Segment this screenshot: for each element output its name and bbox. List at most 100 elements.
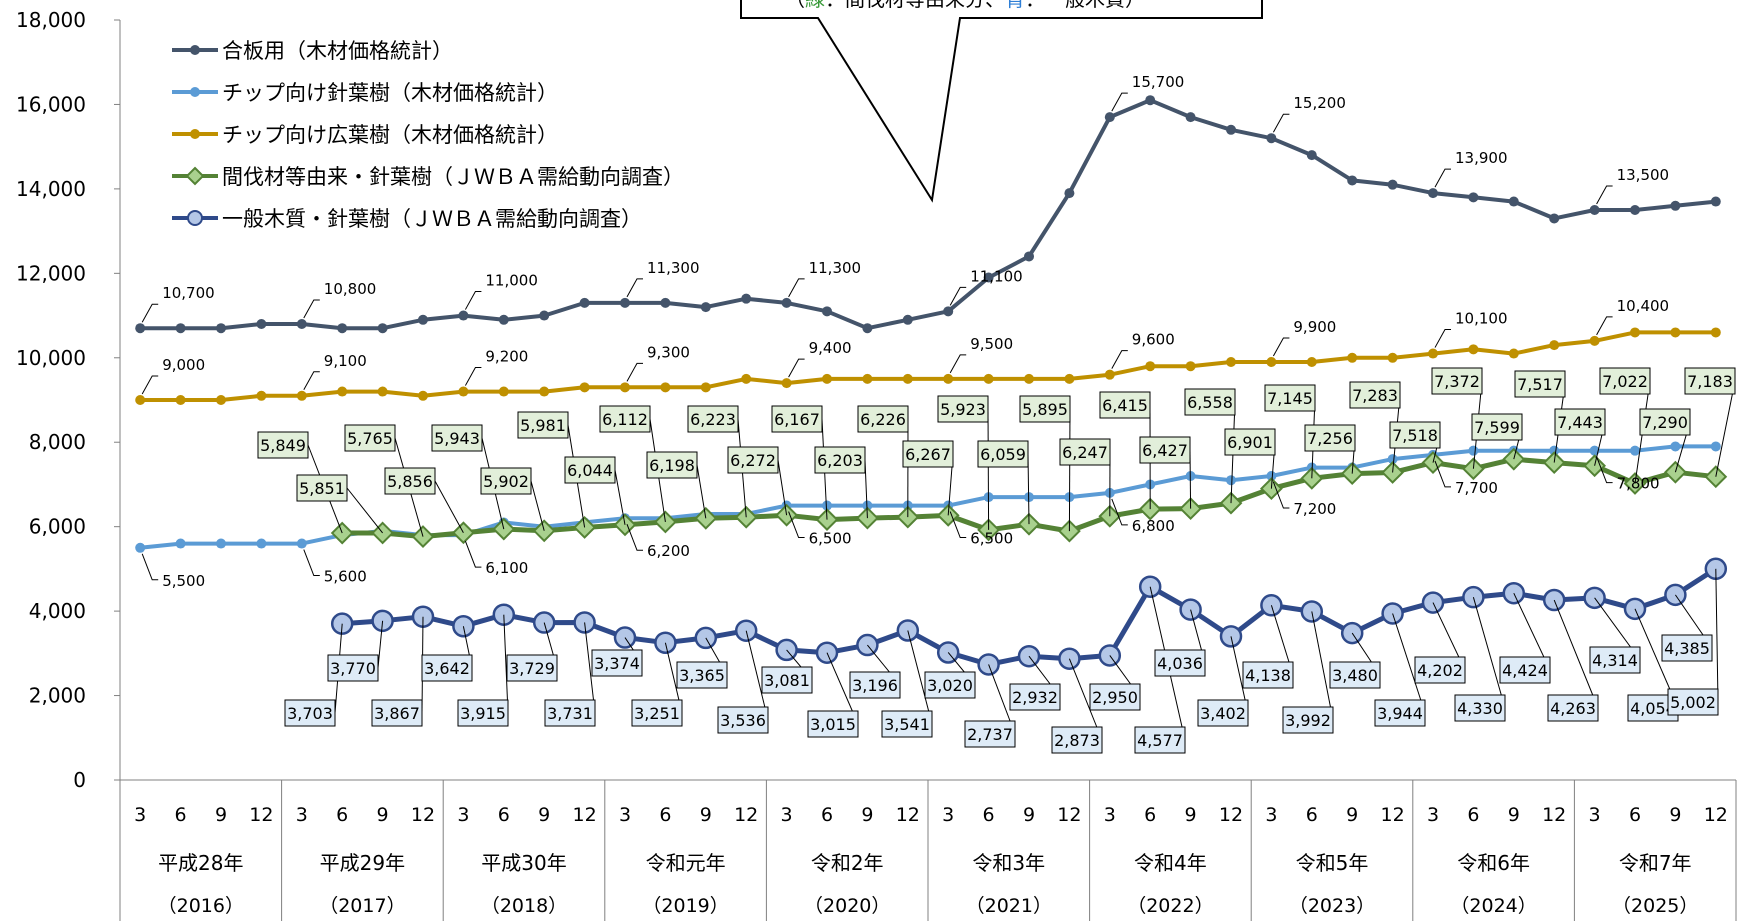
- x-tick-label: 9: [1508, 804, 1520, 826]
- x-tick-label: 12: [896, 804, 920, 826]
- leader-line: [788, 278, 805, 298]
- data-point: [1549, 340, 1560, 351]
- label-box: [1184, 388, 1236, 416]
- data-point: [1185, 361, 1196, 372]
- label-box: [1661, 634, 1713, 662]
- data-label: 7,517: [1517, 375, 1563, 394]
- data-label: 3,642: [424, 659, 470, 678]
- leader-line: [696, 464, 707, 519]
- data-point: [1630, 327, 1640, 338]
- data-label: 3,081: [764, 671, 810, 690]
- data-label: 6,203: [817, 451, 863, 470]
- x-tick-label: 12: [1057, 804, 1081, 826]
- leader-line: [141, 375, 159, 395]
- data-label: 2,873: [1054, 731, 1100, 750]
- data-label: 2,932: [1012, 688, 1058, 707]
- label-box: [599, 405, 651, 433]
- label-box: [761, 666, 813, 694]
- label-box: [964, 720, 1016, 748]
- data-point: [1266, 133, 1277, 144]
- leader-line: [464, 291, 482, 310]
- x-tick-label: 12: [573, 804, 597, 826]
- x-tick-label: 3: [296, 804, 308, 826]
- leader-line: [503, 614, 509, 714]
- data-point: [902, 373, 913, 384]
- x-tick-label: 3: [781, 804, 793, 826]
- data-point: [458, 310, 469, 321]
- leader-line: [1434, 329, 1451, 348]
- data-point: [1670, 441, 1681, 452]
- data-label: 6,267: [905, 445, 951, 464]
- data-label: 4,202: [1417, 661, 1463, 680]
- x-tick-label: 6: [983, 804, 995, 826]
- year-western-label: （2025）: [1612, 895, 1698, 917]
- data-point: [539, 386, 550, 397]
- data-point: [1219, 491, 1243, 515]
- year-label: 令和3年: [972, 851, 1045, 875]
- label-box: [631, 699, 683, 727]
- data-label: 3,541: [884, 715, 930, 734]
- data-point: [216, 395, 226, 405]
- data-point: [1387, 352, 1398, 363]
- label-box: [564, 456, 616, 484]
- data-label: 9,500: [970, 335, 1013, 353]
- data-point: [983, 272, 994, 283]
- data-label: 7,700: [1455, 479, 1498, 497]
- data-label: 7,183: [1687, 372, 1733, 391]
- data-point: [1226, 124, 1236, 135]
- y-tick-label: 16,000: [16, 92, 86, 116]
- data-point: [1138, 497, 1162, 521]
- data-point: [1064, 188, 1075, 199]
- data-label: 15,200: [1293, 94, 1346, 112]
- data-label: 6,901: [1227, 433, 1273, 452]
- label-box: [371, 699, 423, 727]
- leader-line: [141, 303, 159, 323]
- leader-line: [1068, 658, 1103, 741]
- data-point: [822, 306, 832, 317]
- data-point: [296, 319, 307, 329]
- data-label: 7,256: [1307, 429, 1353, 448]
- label-box: [807, 710, 859, 738]
- year-western-label: （2022）: [1127, 895, 1213, 917]
- data-point: [660, 382, 671, 393]
- label-box: [591, 649, 643, 677]
- y-tick-label: 0: [73, 768, 86, 792]
- data-point: [1549, 445, 1560, 456]
- label-box: [1514, 370, 1566, 398]
- data-label: 11,000: [485, 272, 538, 290]
- leader-line: [1272, 337, 1290, 357]
- data-label: 6,558: [1187, 393, 1233, 412]
- data-label: 7,145: [1267, 389, 1313, 408]
- leader-line: [1472, 597, 1506, 709]
- callout-text-part: （: [785, 0, 805, 11]
- y-tick-label: 18,000: [16, 8, 86, 32]
- data-point: [741, 373, 752, 384]
- leader-line: [1068, 408, 1071, 532]
- data-point: [1468, 192, 1479, 203]
- data-label: 3,915: [460, 704, 506, 723]
- legend-label: チップ向け針葉樹（木材価格統計）: [222, 81, 558, 105]
- year-western-label: （2018）: [481, 895, 567, 917]
- data-label: 6,112: [602, 410, 648, 429]
- data-label: 3,867: [374, 704, 420, 723]
- year-label: 平成28年: [158, 851, 243, 875]
- data-label: 5,500: [162, 572, 205, 590]
- label-box: [687, 405, 739, 433]
- label-box: [1282, 706, 1334, 734]
- data-point: [741, 293, 752, 304]
- data-point: [1428, 348, 1438, 359]
- data-label: 3,196: [852, 676, 898, 695]
- data-label: 6,226: [860, 410, 906, 429]
- year-western-label: （2024）: [1450, 895, 1536, 917]
- data-point: [983, 373, 994, 384]
- callout-text: （緑：間伐材等由来分、青：一般木質）: [785, 0, 1145, 11]
- legend-label: 一般木質・針葉樹（ＪＷＢＡ需給動向調査）: [222, 207, 642, 231]
- data-label: 6,500: [809, 530, 852, 548]
- leader-line: [530, 480, 545, 531]
- data-label: 9,600: [1132, 331, 1175, 349]
- data-point: [1508, 348, 1519, 359]
- data-label: 3,992: [1285, 711, 1331, 730]
- legend-marker: [190, 87, 200, 97]
- leader-line: [949, 354, 967, 374]
